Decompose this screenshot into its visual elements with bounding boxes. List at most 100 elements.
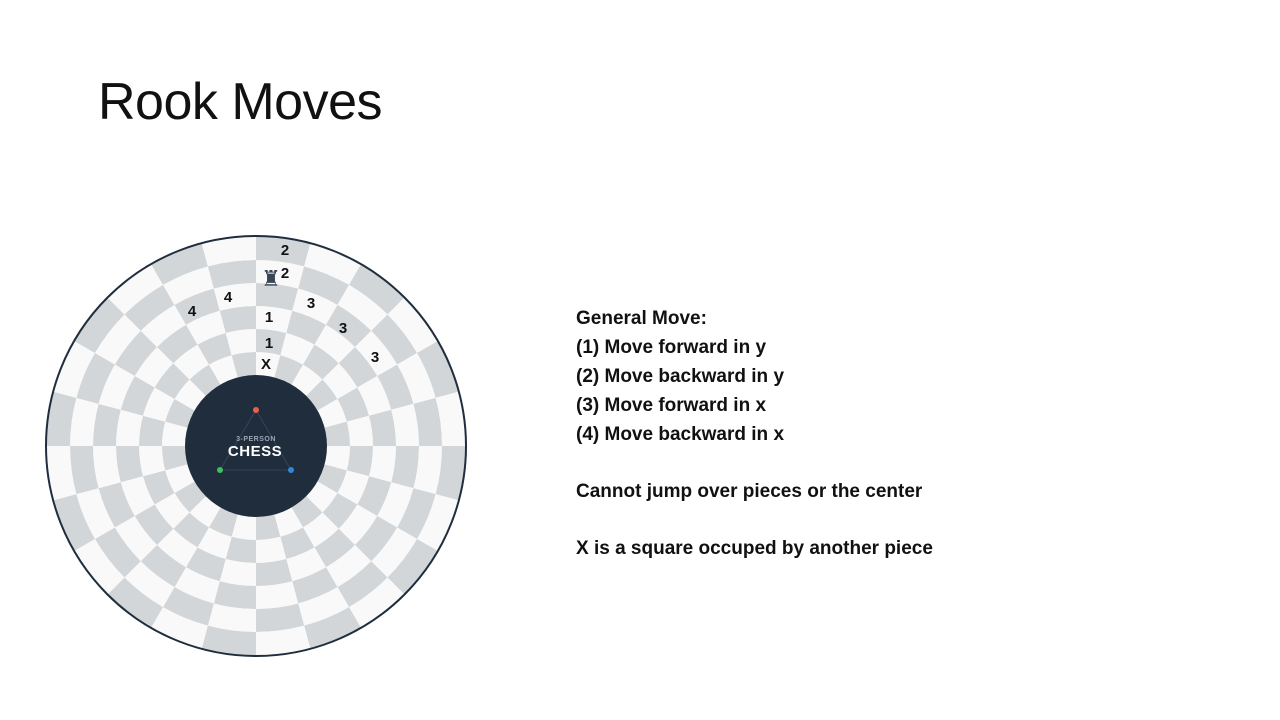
- board-cell: [322, 363, 358, 399]
- board-cell: [256, 514, 281, 540]
- board-cell: [274, 507, 303, 537]
- label-backward-y-1: 2: [281, 265, 289, 282]
- board-cell: [337, 387, 370, 422]
- board-cell: [76, 488, 115, 539]
- board-cell: [274, 355, 303, 385]
- label-forward-x-1: 3: [307, 295, 315, 312]
- board-cell: [231, 352, 256, 378]
- board-cell: [209, 507, 238, 537]
- board-cell: [377, 482, 414, 528]
- board-cell: [317, 464, 347, 493]
- board-cell: [337, 561, 388, 608]
- player-dot-blue: [288, 467, 294, 473]
- rook-icon: ♜: [261, 266, 281, 291]
- board-cell: [292, 567, 338, 604]
- board-cell: [314, 324, 355, 364]
- rule-move-1: (1) Move forward in y: [576, 337, 767, 358]
- board-cell: [142, 387, 175, 422]
- board-cell: [291, 496, 323, 528]
- rule-move-2: (2) Move backward in y: [576, 366, 785, 387]
- rules-panel: General Move: (1) Move forward in y (2) …: [576, 304, 1176, 563]
- board-cell: [349, 577, 405, 628]
- board-cell: [280, 332, 315, 365]
- label-backward-x-1: 4: [224, 289, 233, 306]
- board-cell: [324, 421, 350, 446]
- board-cell: [298, 266, 349, 305]
- board-cell: [74, 539, 125, 595]
- board-cell: [256, 306, 293, 333]
- board-cell: [189, 364, 221, 396]
- board-cell: [107, 577, 163, 628]
- center-hub: [185, 375, 327, 517]
- board-cell: [46, 391, 77, 446]
- slide-title: Rook Moves: [98, 73, 383, 131]
- board-cell: [157, 324, 198, 364]
- board-cell: [304, 243, 361, 285]
- board-cell: [151, 607, 208, 649]
- rules-heading: General Move:: [576, 308, 707, 329]
- board-cell: [165, 464, 195, 493]
- board-cell: [151, 243, 208, 285]
- label-forward-x-3: 3: [371, 349, 379, 366]
- board-cell: [306, 481, 338, 513]
- board-cell: [371, 527, 418, 578]
- board-cell: [76, 353, 115, 404]
- rule-move-4: (4) Move backward in x: [576, 424, 785, 445]
- board-cell: [124, 284, 175, 331]
- board-cell: [357, 376, 392, 416]
- board-cell: [371, 314, 418, 365]
- board-cell: [162, 421, 188, 446]
- board-cell: [157, 528, 198, 568]
- board-cell: [354, 516, 398, 562]
- board-cell: [292, 288, 338, 325]
- board-cell: [256, 283, 299, 311]
- board-cell: [154, 363, 190, 399]
- logo-triangle: [219, 409, 292, 471]
- board-cell: [189, 496, 221, 528]
- board-cell: [231, 514, 256, 540]
- board-cell: [201, 236, 256, 267]
- board-rim: [45, 235, 467, 657]
- board-cell: [139, 446, 166, 477]
- board-cell: [140, 304, 186, 348]
- rule-no-jump: Cannot jump over pieces or the center: [576, 481, 923, 502]
- rule-move-3: (3) Move forward in x: [576, 395, 767, 416]
- board-cell: [256, 352, 281, 378]
- board-cell: [163, 266, 214, 305]
- board-cell: [435, 391, 466, 446]
- board-cell: [322, 493, 358, 529]
- board-cell: [314, 528, 355, 568]
- board-cell: [116, 409, 143, 446]
- board-cell: [303, 344, 339, 380]
- board-cell: [207, 603, 256, 632]
- board-cell: [413, 446, 442, 495]
- board-cell: [197, 527, 232, 560]
- board-cell: [94, 314, 141, 365]
- board-cell: [207, 260, 256, 289]
- board-cell: [213, 283, 256, 311]
- board-cell: [134, 347, 174, 388]
- board-cell: [94, 527, 141, 578]
- board-cell: [124, 561, 175, 608]
- board-cell: [98, 364, 135, 410]
- board-cell: [291, 364, 323, 396]
- board-cell: [435, 446, 466, 501]
- board-cell: [256, 260, 305, 289]
- board-cell: [397, 488, 436, 539]
- logo-title: CHESS: [228, 443, 282, 460]
- board-cell: [114, 330, 158, 376]
- board-cell: [256, 581, 299, 609]
- board-cell: [256, 559, 293, 586]
- label-forward-y-1: 1: [265, 335, 273, 352]
- board-cell: [324, 446, 350, 471]
- board-cell: [306, 379, 338, 411]
- board-cell: [140, 544, 186, 588]
- board-cell: [303, 512, 339, 548]
- board-cell: [142, 470, 175, 505]
- board-cell: [304, 607, 361, 649]
- board-cell: [186, 310, 226, 345]
- board-cell: [162, 446, 188, 471]
- board-cell: [337, 470, 370, 505]
- board-cell: [186, 547, 226, 582]
- board-cell: [134, 504, 174, 545]
